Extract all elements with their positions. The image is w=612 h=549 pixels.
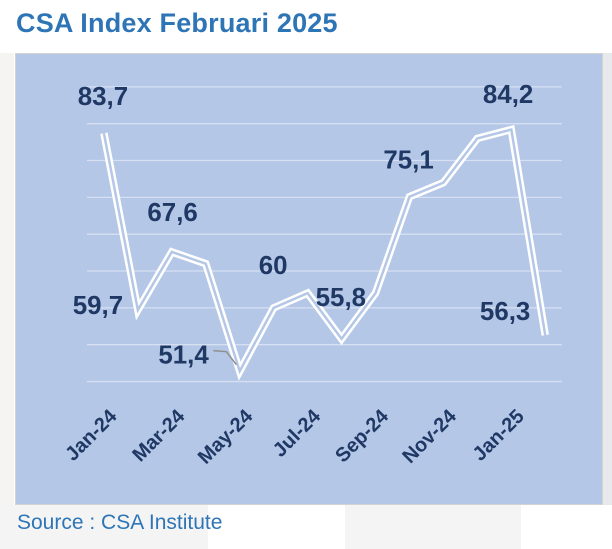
data-label: 60 bbox=[259, 252, 288, 280]
data-label: 55,8 bbox=[316, 284, 366, 312]
x-axis-label: Jan-25 bbox=[469, 405, 529, 465]
x-axis-label: Jul-24 bbox=[269, 405, 325, 461]
index-line-core bbox=[102, 128, 547, 375]
chart-area: 83,7 59,7 67,6 51,4 60 55,8 75,1 84,2 56,3 Jan-24… bbox=[15, 53, 603, 505]
background-patch bbox=[345, 505, 521, 549]
data-label: 83,7 bbox=[78, 83, 128, 111]
data-label: 75,1 bbox=[383, 146, 433, 174]
data-label: 59,7 bbox=[73, 292, 123, 320]
x-axis-label: Sep-24 bbox=[331, 405, 393, 467]
data-label: 51,4 bbox=[158, 342, 209, 370]
label-leader-line bbox=[213, 349, 237, 366]
data-label: 56,3 bbox=[480, 298, 530, 326]
data-label: 67,6 bbox=[147, 199, 197, 227]
x-axis-label: Jan-24 bbox=[61, 405, 121, 465]
data-label: 84,2 bbox=[483, 81, 533, 109]
chart-title: CSA Index Februari 2025 bbox=[16, 8, 338, 38]
x-axis-label: Nov-24 bbox=[398, 405, 461, 468]
background-patch bbox=[0, 505, 208, 549]
chart-right-shadow bbox=[603, 53, 612, 505]
line-chart-svg: 83,7 59,7 67,6 51,4 60 55,8 75,1 84,2 56,3 Jan-24… bbox=[61, 81, 562, 469]
index-line-outer bbox=[100, 124, 549, 381]
x-axis-label: Mar-24 bbox=[128, 405, 189, 466]
x-axis-label: May-24 bbox=[194, 405, 257, 468]
page-left-margin bbox=[0, 53, 14, 505]
source-caption: Source : CSA Institute bbox=[17, 511, 223, 534]
